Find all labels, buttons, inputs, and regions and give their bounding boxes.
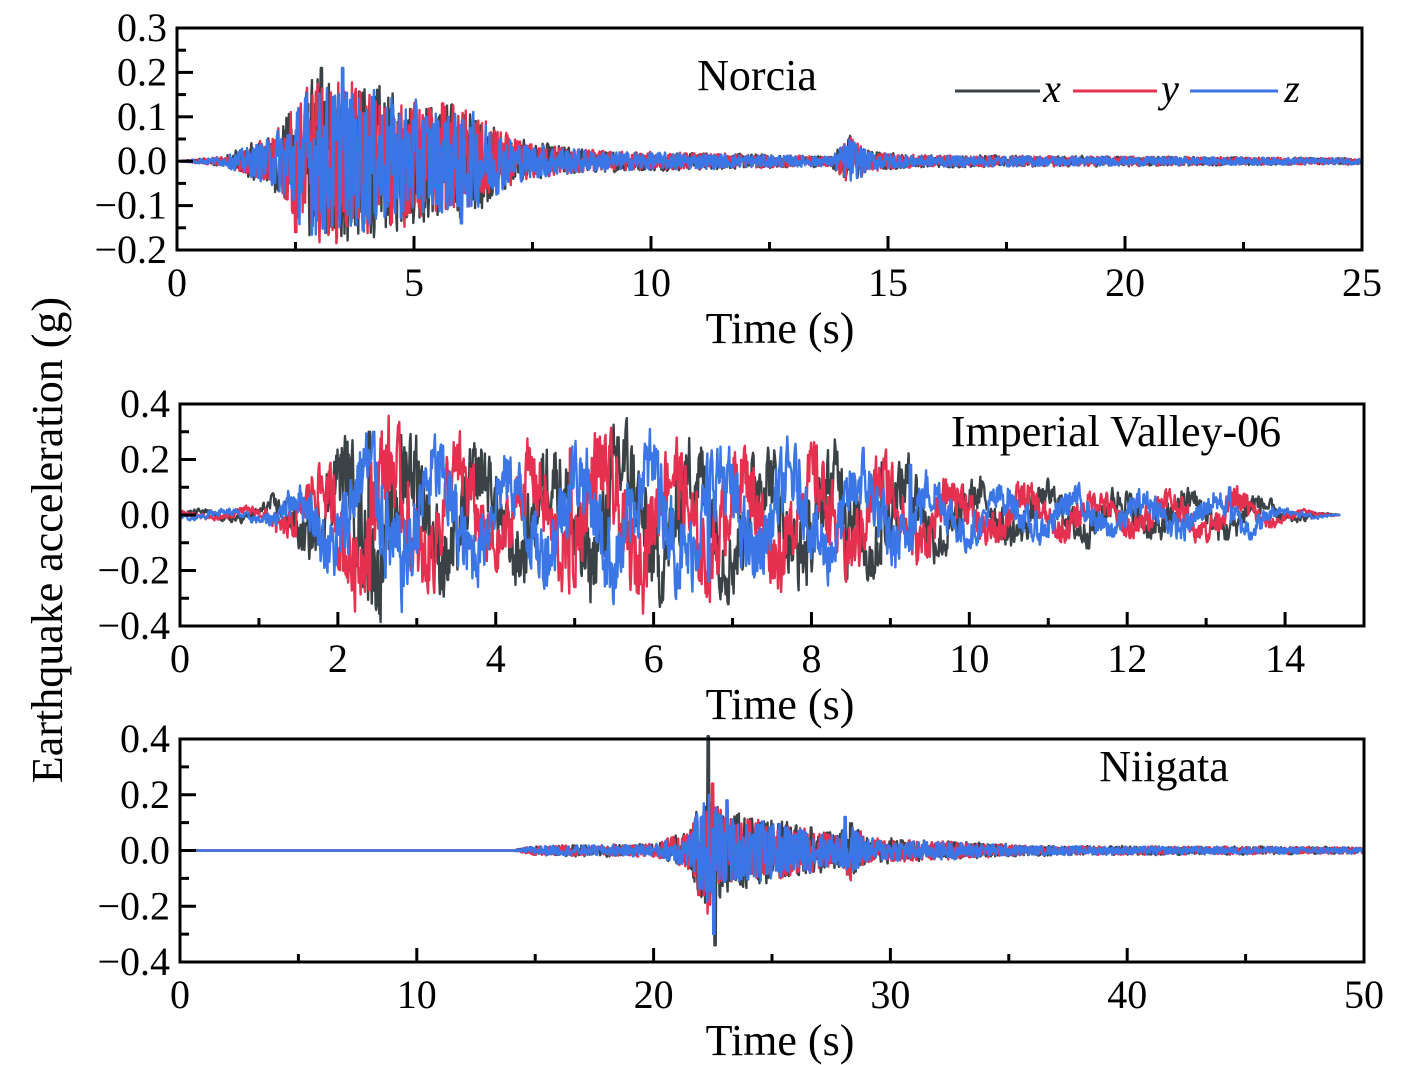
x-tick-label: 25 [1342, 260, 1382, 305]
y-tick-label: 0.3 [117, 5, 167, 50]
x-tick-label: 6 [644, 636, 664, 681]
x-tick-label: 0 [170, 972, 190, 1017]
y-tick-label: −0.1 [94, 183, 167, 228]
legend-x-label: x [1042, 66, 1061, 111]
legend-y-label: y [1157, 66, 1179, 111]
x-tick-label: 0 [170, 636, 190, 681]
y-tick-label: 0.4 [120, 381, 170, 426]
x-tick-label: 50 [1344, 972, 1384, 1017]
panel-1: 0 2 4 6 8 10 12 14 0.4 0.2 0.0 −0.2 −0.4 Time (s) Impe… [97, 381, 1366, 729]
series-x-line [180, 416, 1341, 624]
x-axis-label: Time (s) [706, 1016, 855, 1065]
x-tick-label: 0 [167, 260, 187, 305]
panel-title: Norcia [697, 51, 817, 100]
y-tick-label: 0.4 [120, 716, 170, 761]
y-tick-label: 0.0 [117, 138, 167, 183]
y-tick-label: 0.2 [117, 49, 167, 94]
x-tick-label: 5 [404, 260, 424, 305]
x-tick-label: 40 [1107, 972, 1147, 1017]
panel-title: Imperial Valley-06 [951, 407, 1281, 456]
y-tick-label: −0.2 [97, 548, 170, 593]
x-tick-label: 15 [868, 260, 908, 305]
x-axis-label: Time (s) [706, 304, 855, 353]
y-tick-label: 0.2 [120, 437, 170, 482]
y-axis-label: Earthquake acceleration (g) [23, 297, 72, 783]
y-tick-label: −0.2 [97, 883, 170, 928]
panel-0: 0 5 10 15 20 25 0.30.20.10.0−0.1−0.2 Time (s) No… [94, 5, 1382, 353]
x-tick-label: 30 [870, 972, 910, 1017]
series-y-line [180, 414, 1341, 615]
x-tick-label: 2 [328, 636, 348, 681]
y-tick-label: 0.0 [120, 492, 170, 537]
x-tick-label: 10 [631, 260, 671, 305]
x-tick-label: 8 [801, 636, 821, 681]
y-tick-label: −0.2 [94, 227, 167, 272]
panel-2: 0 10 20 30 40 50 0.4 0.2 0.0 −0.2 −0.4 Time (s) Niig… [97, 716, 1384, 1065]
y-tick-label: 0.1 [117, 94, 167, 139]
series-z-line [180, 427, 1341, 614]
y-tick-label: −0.4 [97, 603, 170, 648]
x-tick-label: 4 [486, 636, 506, 681]
x-tick-label: 20 [634, 972, 674, 1017]
x-tick-label: 12 [1107, 636, 1147, 681]
panel-title: Niigata [1099, 742, 1229, 791]
y-tick-label: 0.2 [120, 772, 170, 817]
x-axis-label: Time (s) [706, 680, 855, 729]
series-z-line [180, 793, 1364, 936]
x-tick-label: 10 [949, 636, 989, 681]
x-tick-label: 20 [1105, 260, 1145, 305]
series-z-line [177, 66, 1362, 236]
y-tick-label: 0.0 [120, 828, 170, 873]
x-tick-label: 10 [397, 972, 437, 1017]
y-tick-label: −0.4 [97, 939, 170, 984]
legend-z-label: z [1283, 66, 1300, 111]
x-tick-label: 14 [1265, 636, 1305, 681]
legend: x y z [955, 66, 1300, 111]
